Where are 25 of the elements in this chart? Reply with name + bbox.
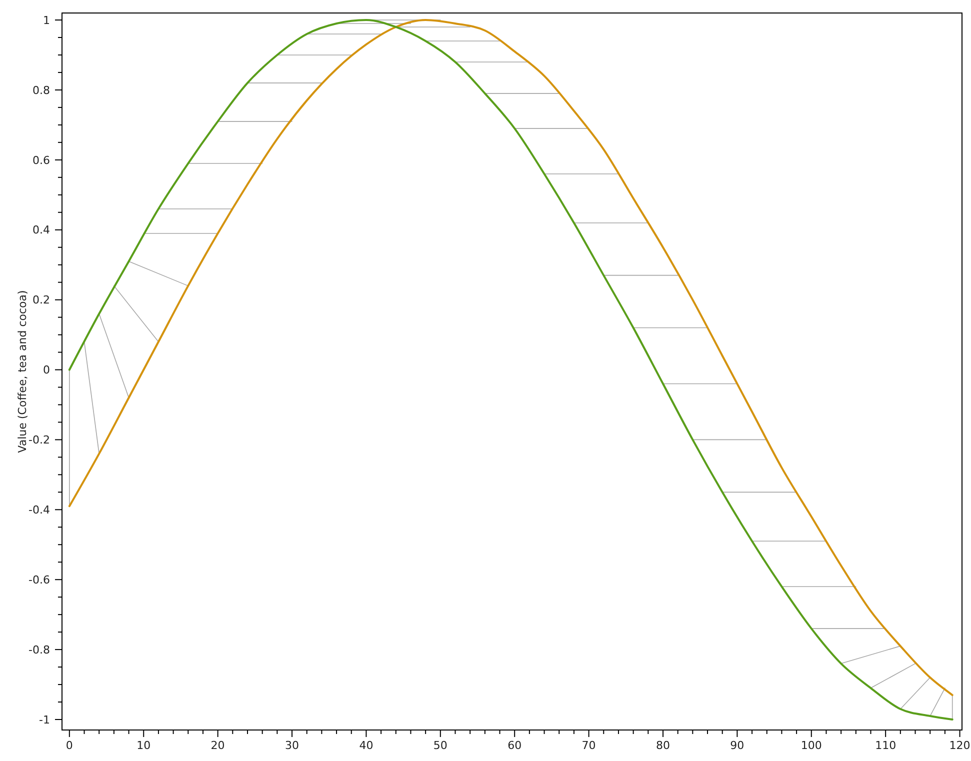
x-tick-label: 70 <box>582 739 596 752</box>
x-tick-label: 40 <box>359 739 374 752</box>
x-tick-label: 90 <box>730 739 744 752</box>
y-tick-label: 1 <box>43 14 50 27</box>
y-axis-title: Value (Coffee, tea and cocoa) <box>16 290 29 453</box>
x-tick-label: 80 <box>656 739 670 752</box>
x-tick-label: 100 <box>800 739 822 752</box>
y-tick-label: 0.4 <box>32 224 50 237</box>
x-tick-label: 30 <box>285 739 300 752</box>
y-tick-label: 0.2 <box>32 294 50 307</box>
y-tick-label: 0.6 <box>32 154 50 167</box>
y-tick-label: 0.8 <box>32 84 50 97</box>
y-tick-label: -1 <box>39 713 50 726</box>
x-tick-label: 50 <box>433 739 448 752</box>
x-tick-label: 60 <box>508 739 522 752</box>
y-tick-label: -0.4 <box>28 504 50 517</box>
y-tick-label: -0.2 <box>28 434 50 447</box>
y-tick-label: -0.8 <box>28 643 50 656</box>
y-tick-label: 0 <box>43 364 50 377</box>
x-tick-label: 10 <box>136 739 151 752</box>
x-tick-label: 120 <box>949 739 970 752</box>
y-tick-label: -0.6 <box>28 573 50 586</box>
x-tick-label: 20 <box>210 739 225 752</box>
x-tick-label: 0 <box>66 739 73 752</box>
x-tick-label: 110 <box>875 739 896 752</box>
